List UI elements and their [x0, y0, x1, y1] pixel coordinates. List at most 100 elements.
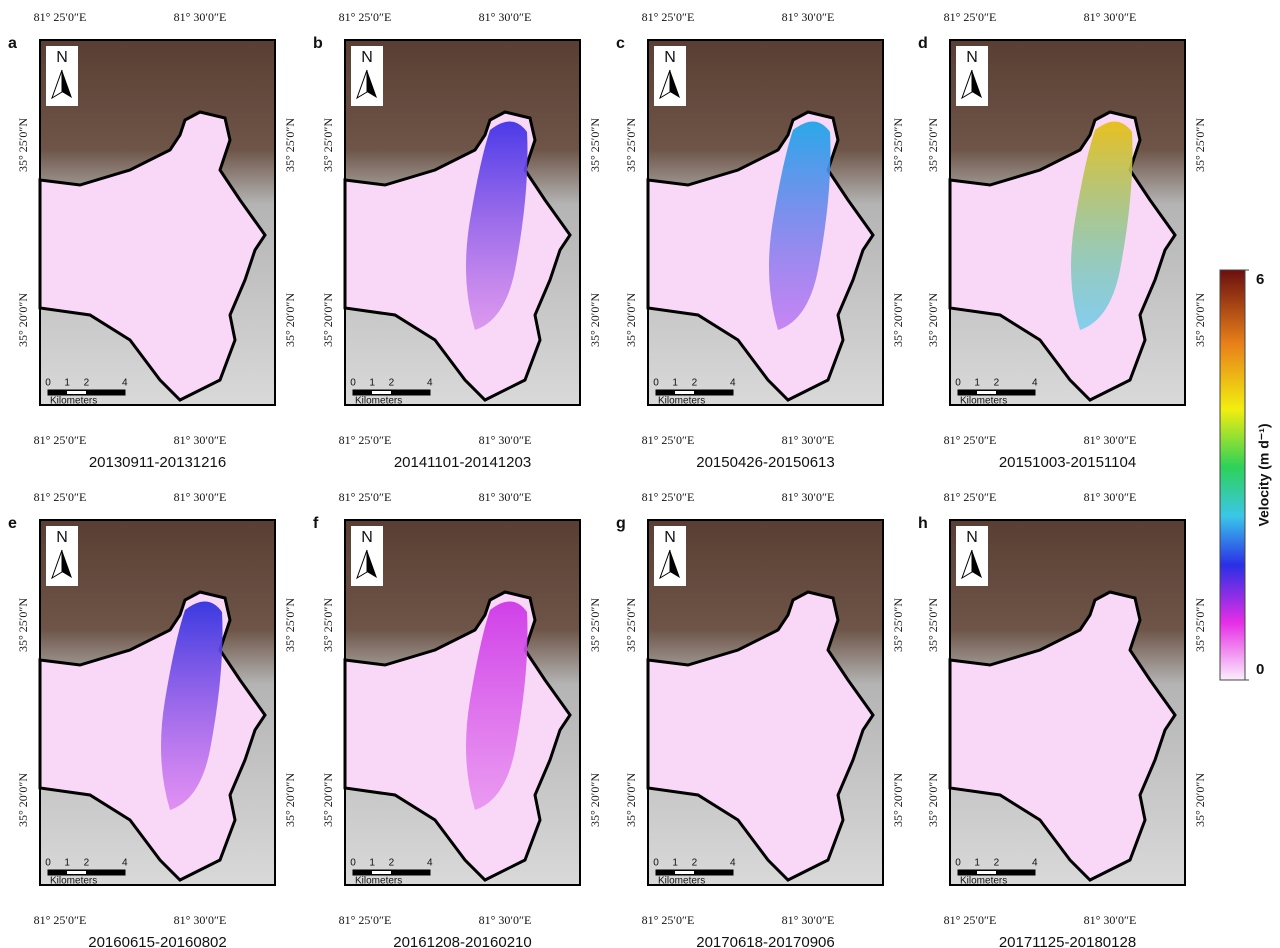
- lon-label: 81° 30′0″E: [782, 433, 835, 447]
- lat-label: 35° 25′0″N: [891, 118, 905, 172]
- scale-unit: Kilometers: [50, 876, 97, 887]
- north-arrow: [670, 550, 680, 578]
- map-panel: N 0 1 2 4 Kilometers: [948, 519, 1186, 887]
- lon-label: 81° 25′0″E: [944, 913, 997, 927]
- north-arrow: [972, 70, 982, 98]
- lon-label: 81° 25′0″E: [642, 913, 695, 927]
- scale-label: 0: [653, 378, 659, 389]
- panel-letter: b: [313, 35, 323, 52]
- lon-label: 81° 30′0″E: [479, 10, 532, 24]
- lat-label: 35° 25′0″N: [624, 598, 638, 652]
- panel-letter: d: [918, 35, 928, 52]
- lat-label: 35° 25′0″N: [588, 118, 602, 172]
- scale-bar: [67, 871, 86, 874]
- scale-label: 1: [974, 378, 980, 389]
- scale-label: 0: [653, 858, 659, 869]
- lat-label: 35° 25′0″N: [588, 598, 602, 652]
- scale-label: 4: [1032, 378, 1038, 389]
- scale-label: 0: [350, 858, 356, 869]
- scale-bar: [655, 869, 734, 876]
- panel-letter: f: [313, 515, 319, 532]
- lon-label: 81° 25′0″E: [944, 10, 997, 24]
- lon-label: 81° 30′0″E: [782, 490, 835, 504]
- north-arrow: [670, 70, 680, 98]
- lat-label: 35° 25′0″N: [1193, 598, 1207, 652]
- lat-label: 35° 20′0″N: [588, 773, 602, 827]
- scale-label: 4: [427, 378, 433, 389]
- scale-label: 2: [389, 858, 395, 869]
- velocity-field: [769, 121, 831, 330]
- scale-bar: [372, 871, 391, 874]
- lon-label: 81° 30′0″E: [1084, 10, 1137, 24]
- north-arrow: [972, 550, 982, 578]
- lon-label: 81° 25′0″E: [34, 433, 87, 447]
- scale-unit: Kilometers: [658, 396, 705, 407]
- scale-bar: [67, 391, 86, 394]
- scale-bar: [655, 389, 734, 396]
- frame: [647, 39, 884, 406]
- colorbar: [1219, 269, 1246, 681]
- north-arrow: [367, 70, 377, 98]
- scale-label: 0: [955, 378, 961, 389]
- lon-label: 81° 30′0″E: [174, 433, 227, 447]
- north-label: N: [966, 49, 978, 66]
- north-arrow: [659, 549, 671, 580]
- panel-letter: a: [8, 35, 17, 52]
- scale-label: 2: [84, 378, 90, 389]
- north-arrow: [356, 69, 368, 100]
- scale-label: 1: [369, 378, 375, 389]
- scale-unit: Kilometers: [355, 396, 402, 407]
- lon-label: 81° 25′0″E: [34, 490, 87, 504]
- colorbar-tick-label: 6: [1256, 271, 1264, 288]
- scale-label: 2: [389, 378, 395, 389]
- glacier: [646, 590, 875, 882]
- lon-label: 81° 30′0″E: [1084, 433, 1137, 447]
- north-arrow: [356, 549, 368, 580]
- scale-label: 4: [730, 378, 736, 389]
- lat-label: 35° 25′0″N: [321, 598, 335, 652]
- north-label: N: [361, 529, 373, 546]
- scale-bar: [47, 389, 126, 396]
- frame: [949, 39, 1186, 406]
- north-label: N: [966, 529, 978, 546]
- scale-label: 4: [1032, 858, 1038, 869]
- scale-bar: [957, 389, 1036, 396]
- scale-bar: [675, 391, 694, 394]
- frame: [647, 519, 884, 886]
- colorbar-title: Velocity (m d⁻¹): [1256, 423, 1272, 526]
- scale-label: 1: [672, 378, 678, 389]
- map-panel: N 0 1 2 4 Kilometers: [646, 39, 884, 407]
- lat-label: 35° 25′0″N: [926, 118, 940, 172]
- north-label: N: [56, 49, 68, 66]
- lon-label: 81° 25′0″E: [944, 433, 997, 447]
- scale-label: 2: [84, 858, 90, 869]
- lon-label: 81° 25′0″E: [339, 10, 392, 24]
- lon-label: 81° 25′0″E: [339, 490, 392, 504]
- scale-label: 2: [994, 858, 1000, 869]
- lat-label: 35° 20′0″N: [624, 293, 638, 347]
- date-label: 20171125-20180128: [999, 934, 1136, 948]
- north-arrow: [62, 550, 72, 578]
- glacier: [948, 590, 1177, 882]
- lon-label: 81° 30′0″E: [479, 913, 532, 927]
- lon-label: 81° 25′0″E: [642, 490, 695, 504]
- lat-label: 35° 25′0″N: [283, 598, 297, 652]
- glacier: [38, 110, 267, 402]
- lon-label: 81° 25′0″E: [642, 10, 695, 24]
- scale-label: 1: [369, 858, 375, 869]
- scale-label: 0: [955, 858, 961, 869]
- map-panel: N 0 1 2 4 Kilometers: [646, 519, 884, 887]
- frame: [344, 39, 581, 406]
- lon-label: 81° 30′0″E: [479, 490, 532, 504]
- velocity-field: [1071, 121, 1133, 330]
- scale-label: 4: [122, 378, 128, 389]
- scale-bar: [352, 869, 431, 876]
- scale-unit: Kilometers: [960, 876, 1007, 887]
- scale-bar: [957, 869, 1036, 876]
- date-label: 20170618-20170906: [696, 934, 834, 948]
- scale-label: 4: [427, 858, 433, 869]
- lat-label: 35° 25′0″N: [926, 598, 940, 652]
- lon-label: 81° 25′0″E: [642, 433, 695, 447]
- lon-label: 81° 30′0″E: [782, 913, 835, 927]
- scale-label: 0: [45, 858, 51, 869]
